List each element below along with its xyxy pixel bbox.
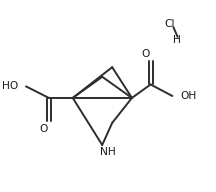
Text: O: O (141, 49, 150, 59)
Text: H: H (173, 35, 181, 45)
Text: NH: NH (100, 147, 116, 157)
Text: OH: OH (180, 91, 197, 101)
Text: Cl: Cl (164, 19, 175, 29)
Text: O: O (40, 124, 48, 134)
Text: HO: HO (2, 81, 18, 91)
